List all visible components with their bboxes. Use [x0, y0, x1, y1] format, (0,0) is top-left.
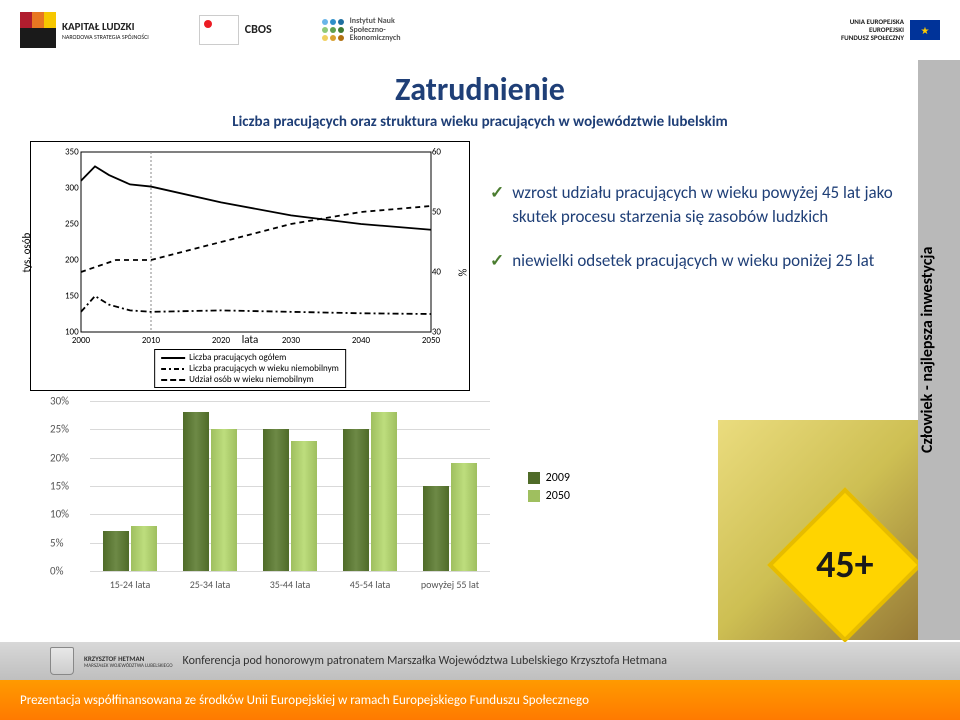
- eu-logo: UNIA EUROPEJSKA EUROPEJSKI FUNDUSZ SPOŁE…: [841, 18, 940, 41]
- kapital-sub: NARODOWA STRATEGIA SPÓJNOŚCI: [62, 33, 149, 41]
- bullet-2: ✓niewielki odsetek pracujących w wieku p…: [490, 249, 930, 273]
- kapital-ludzki-logo: KAPITAŁ LUDZKI NARODOWA STRATEGIA SPÓJNO…: [20, 12, 149, 48]
- kapital-title: KAPITAŁ LUDZKI: [62, 20, 149, 33]
- header-logos: KAPITAŁ LUDZKI NARODOWA STRATEGIA SPÓJNO…: [0, 0, 960, 60]
- footer-funding: Prezentacja współfinansowana ze środków …: [0, 680, 960, 720]
- footer-patronage: KRZYSZTOF HETMAN MARSZAŁEK WOJEWÓDZTWA L…: [0, 642, 960, 680]
- chart1-ylabel-right: %: [457, 269, 470, 277]
- bullet-list: ✓wzrost udziału pracujących w wieku powy…: [490, 141, 930, 391]
- bullet-1: ✓wzrost udziału pracujących w wieku powy…: [490, 181, 930, 229]
- line-chart: tys. osób % 200020102020203020402050 lat…: [30, 141, 470, 391]
- check-icon: ✓: [490, 181, 504, 229]
- road-sign: 45+: [767, 487, 923, 643]
- bar-chart: 0%5%10%15%20%25%30% 15-24 lata25-34 lata…: [40, 401, 570, 601]
- chart2-legend: 20092050: [528, 471, 570, 507]
- instytut-logo: Instytut Nauk Społeczno- Ekonomicznych: [322, 17, 401, 43]
- cbos-logo: CBOS: [199, 15, 272, 45]
- chart1-legend: Liczba pracujących ogółemLiczba pracując…: [154, 349, 346, 388]
- check-icon: ✓: [490, 249, 504, 273]
- page-subtitle: Liczba pracujących oraz struktura wieku …: [0, 113, 960, 131]
- chart1-ylabel-left: tys. osób: [20, 233, 33, 273]
- chart1-xlabel: lata: [242, 333, 259, 346]
- page-title: Zatrudnienie: [0, 70, 960, 109]
- sidebar-text: Człowiek - najlepsza inwestycja: [918, 60, 960, 640]
- coat-of-arms-icon: [50, 647, 74, 675]
